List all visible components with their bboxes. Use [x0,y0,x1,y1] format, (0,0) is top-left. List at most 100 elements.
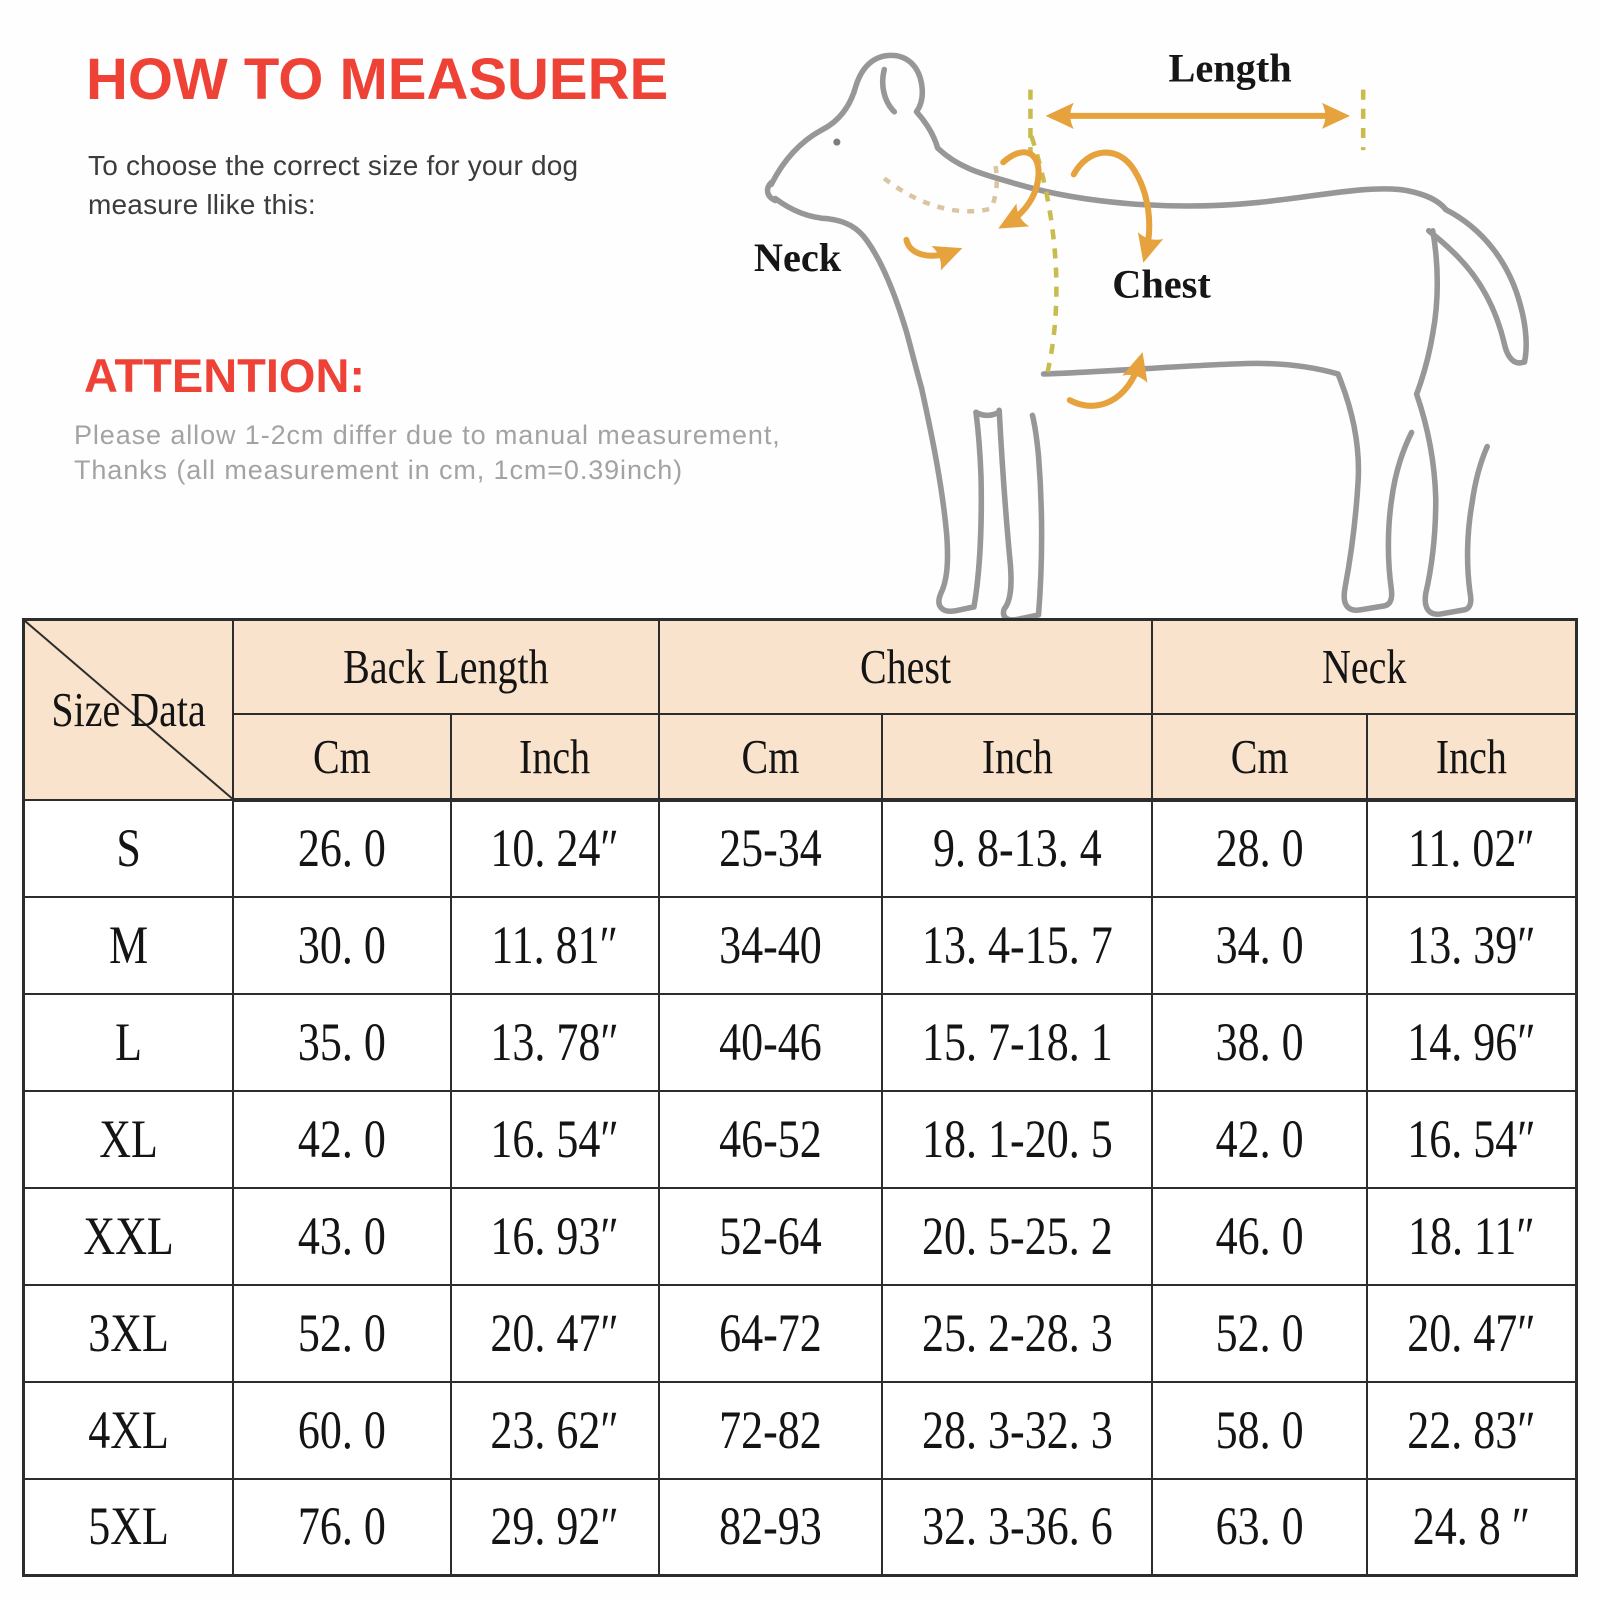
table-cell: 11. 02″ [1365,798,1578,898]
table-cell: 42. 0 [232,1089,452,1189]
table-row-4xl: 4XL 60. 0 23. 62″ 72-82 28. 3-32. 3 58. … [22,1380,1578,1480]
table-cell: 25-34 [657,798,884,898]
table-cell: 58. 0 [1151,1380,1368,1480]
table-cell: 52. 0 [232,1283,452,1383]
attention-line-2: Thanks (all measurement in cm, 1cm=0.39i… [74,455,684,485]
neck-arrow-down [998,149,1042,229]
neck-arrow-right [903,236,963,271]
dog-diagram-canvas: Length Neck Chest [754,46,1529,622]
table-cell: 13. 4-15. 7 [881,895,1154,995]
table-cell: 32. 3-36. 6 [881,1477,1154,1577]
table-cell: 10. 24″ [449,798,660,898]
table-cell: 18. 1-20. 5 [881,1089,1154,1189]
table-cell: 16. 54″ [449,1089,660,1189]
corner-label: Size Data [51,682,206,738]
corner-cell: Size Data [22,618,235,801]
size-label: 5XL [22,1477,235,1577]
table-cell: 23. 62″ [449,1380,660,1480]
table-cell: 20. 5-25. 2 [881,1186,1154,1286]
table-cell: 26. 0 [232,798,452,898]
table-cell: 9. 8-13. 4 [881,798,1154,898]
table-cell: 13. 78″ [449,992,660,1092]
unit-header-neck-cm: Cm [1151,712,1368,802]
table-cell: 72-82 [657,1380,884,1480]
table-cell: 16. 93″ [449,1186,660,1286]
unit-header-chest-cm: Cm [657,712,884,802]
table-cell: 20. 47″ [449,1283,660,1383]
chest-arrow-down [1070,149,1164,263]
table-cell: 25. 2-28. 3 [881,1283,1154,1383]
table-cell: 46. 0 [1151,1186,1368,1286]
chest-guide-dashed-arc [1029,135,1059,373]
table-row-xxl: XXL 43. 0 16. 93″ 52-64 20. 5-25. 2 46. … [22,1186,1578,1286]
table-cell: 15. 7-18. 1 [881,992,1154,1092]
table-row-3xl: 3XL 52. 0 20. 47″ 64-72 25. 2-28. 3 52. … [22,1283,1578,1383]
unit-header-back-cm: Cm [232,712,452,802]
length-guide-dashes [1028,89,1366,155]
dog-outline-icon [764,52,1529,622]
table-cell: 29. 92″ [449,1477,660,1577]
measure-arrows [903,102,1351,409]
size-label: M [22,895,235,995]
table-cell: 64-72 [657,1283,884,1383]
chest-arrow-up [1066,352,1148,409]
col-group-neck: Neck [1151,618,1578,715]
subtitle: To choose the correct size for your dog … [88,146,578,224]
table-row-l: L 35. 0 13. 78″ 40-46 15. 7-18. 1 38. 0 … [22,992,1578,1092]
size-label: L [22,992,235,1092]
table-cell: 22. 83″ [1365,1380,1578,1480]
unit-header-neck-inch: Inch [1365,712,1578,802]
table-cell: 82-93 [657,1477,884,1577]
neck-guide-dashed-arc [882,163,1000,214]
page-title: HOW TO MEASUERE [86,47,669,112]
table-cell: 24. 8 ″ [1365,1477,1578,1577]
table-cell: 76. 0 [232,1477,452,1577]
size-label: S [22,798,235,898]
table-row-s: S 26. 0 10. 24″ 25-34 9. 8-13. 4 28. 0 1… [22,798,1578,898]
table-cell: 18. 11″ [1365,1186,1578,1286]
table-row-m: M 30. 0 11. 81″ 34-40 13. 4-15. 7 34. 0 … [22,895,1578,995]
table-cell: 60. 0 [232,1380,452,1480]
table-cell: 42. 0 [1151,1089,1368,1189]
table-cell: 38. 0 [1151,992,1368,1092]
size-label: 3XL [22,1283,235,1383]
table-row-xl: XL 42. 0 16. 54″ 46-52 18. 1-20. 5 42. 0… [22,1089,1578,1189]
table-cell: 63. 0 [1151,1477,1368,1577]
neck-label: Neck [754,235,842,280]
table-cell: 28. 0 [1151,798,1368,898]
size-chart-table: Size Data Back Length Chest Neck Cm Inch… [22,618,1578,1577]
table-cell: 30. 0 [232,895,452,995]
table-cell: 35. 0 [232,992,452,1092]
table-cell: 16. 54″ [1365,1089,1578,1189]
table-cell: 11. 81″ [449,895,660,995]
table-cell: 34-40 [657,895,884,995]
col-group-chest: Chest [657,618,1154,715]
table-cell: 28. 3-32. 3 [881,1380,1154,1480]
dog-measurement-diagram: Length Neck Chest [733,10,1585,622]
table-row-5xl: 5XL 76. 0 29. 92″ 82-93 32. 3-36. 6 63. … [22,1477,1578,1577]
col-group-back-length: Back Length [232,618,660,715]
table-cell: 52. 0 [1151,1283,1368,1383]
unit-header-chest-inch: Inch [881,712,1154,802]
chest-label: Chest [1112,261,1211,306]
length-label: Length [1168,46,1291,91]
table-cell: 13. 39″ [1365,895,1578,995]
attention-title: ATTENTION: [84,349,366,402]
unit-header-back-inch: Inch [449,712,660,802]
size-label: 4XL [22,1380,235,1480]
table-cell: 34. 0 [1151,895,1368,995]
table-cell: 52-64 [657,1186,884,1286]
table-cell: 43. 0 [232,1186,452,1286]
size-label: XXL [22,1186,235,1286]
subtitle-line-1: To choose the correct size for your dog [88,150,579,181]
table-cell: 14. 96″ [1365,992,1578,1092]
table-cell: 46-52 [657,1089,884,1189]
size-label: XL [22,1089,235,1189]
attention-note: Please allow 1-2cm differ due to manual … [74,418,781,488]
corner-diagonal-line [25,621,232,799]
table-cell: 40-46 [657,992,884,1092]
attention-line-1: Please allow 1-2cm differ due to manual … [74,420,781,450]
subtitle-line-2: measure llike this: [88,189,316,220]
table-cell: 20. 47″ [1365,1283,1578,1383]
